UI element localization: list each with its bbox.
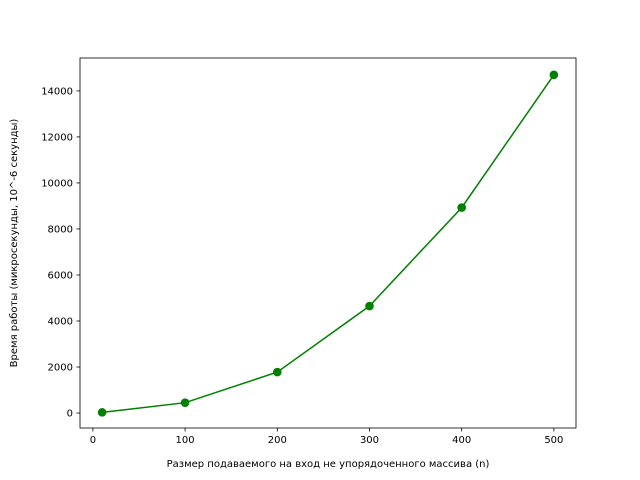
data-point — [97, 408, 107, 417]
data-point — [365, 301, 374, 311]
x-tick-label: 500 — [544, 435, 563, 446]
axes-frame — [79, 57, 577, 429]
y-tick-label: 0 — [67, 409, 73, 420]
data-point — [272, 367, 282, 377]
x-tick-label: 300 — [360, 435, 379, 446]
x-axis-ticks: 0 100 200 300 400 500 — [90, 428, 563, 446]
x-tick-label: 200 — [268, 435, 287, 446]
y-tick-label: 14000 — [41, 87, 73, 98]
y-tick-label: 2000 — [48, 363, 73, 374]
data-point — [457, 203, 466, 212]
series-line — [102, 74, 555, 414]
x-tick-label: 400 — [452, 435, 471, 446]
y-axis-ticks: 0 2000 4000 6000 8000 10000 12000 14000 — [41, 87, 80, 420]
series-layer — [97, 70, 559, 417]
y-tick-label: 4000 — [48, 317, 73, 328]
data-point — [549, 70, 559, 80]
y-tick-label: 12000 — [41, 133, 73, 144]
data-point — [180, 398, 190, 407]
y-tick-label: 10000 — [41, 179, 73, 190]
y-tick-label: 6000 — [48, 271, 73, 282]
x-tick-label: 0 — [90, 435, 96, 446]
plot-area — [80, 58, 576, 428]
y-axis-label: Время работы (микросекунды, 10^-6 секунд… — [9, 119, 20, 368]
x-axis-label: Размер подаваемого на вход не упорядочен… — [167, 459, 490, 470]
y-tick-label: 8000 — [48, 225, 73, 236]
x-tick-label: 100 — [176, 435, 195, 446]
